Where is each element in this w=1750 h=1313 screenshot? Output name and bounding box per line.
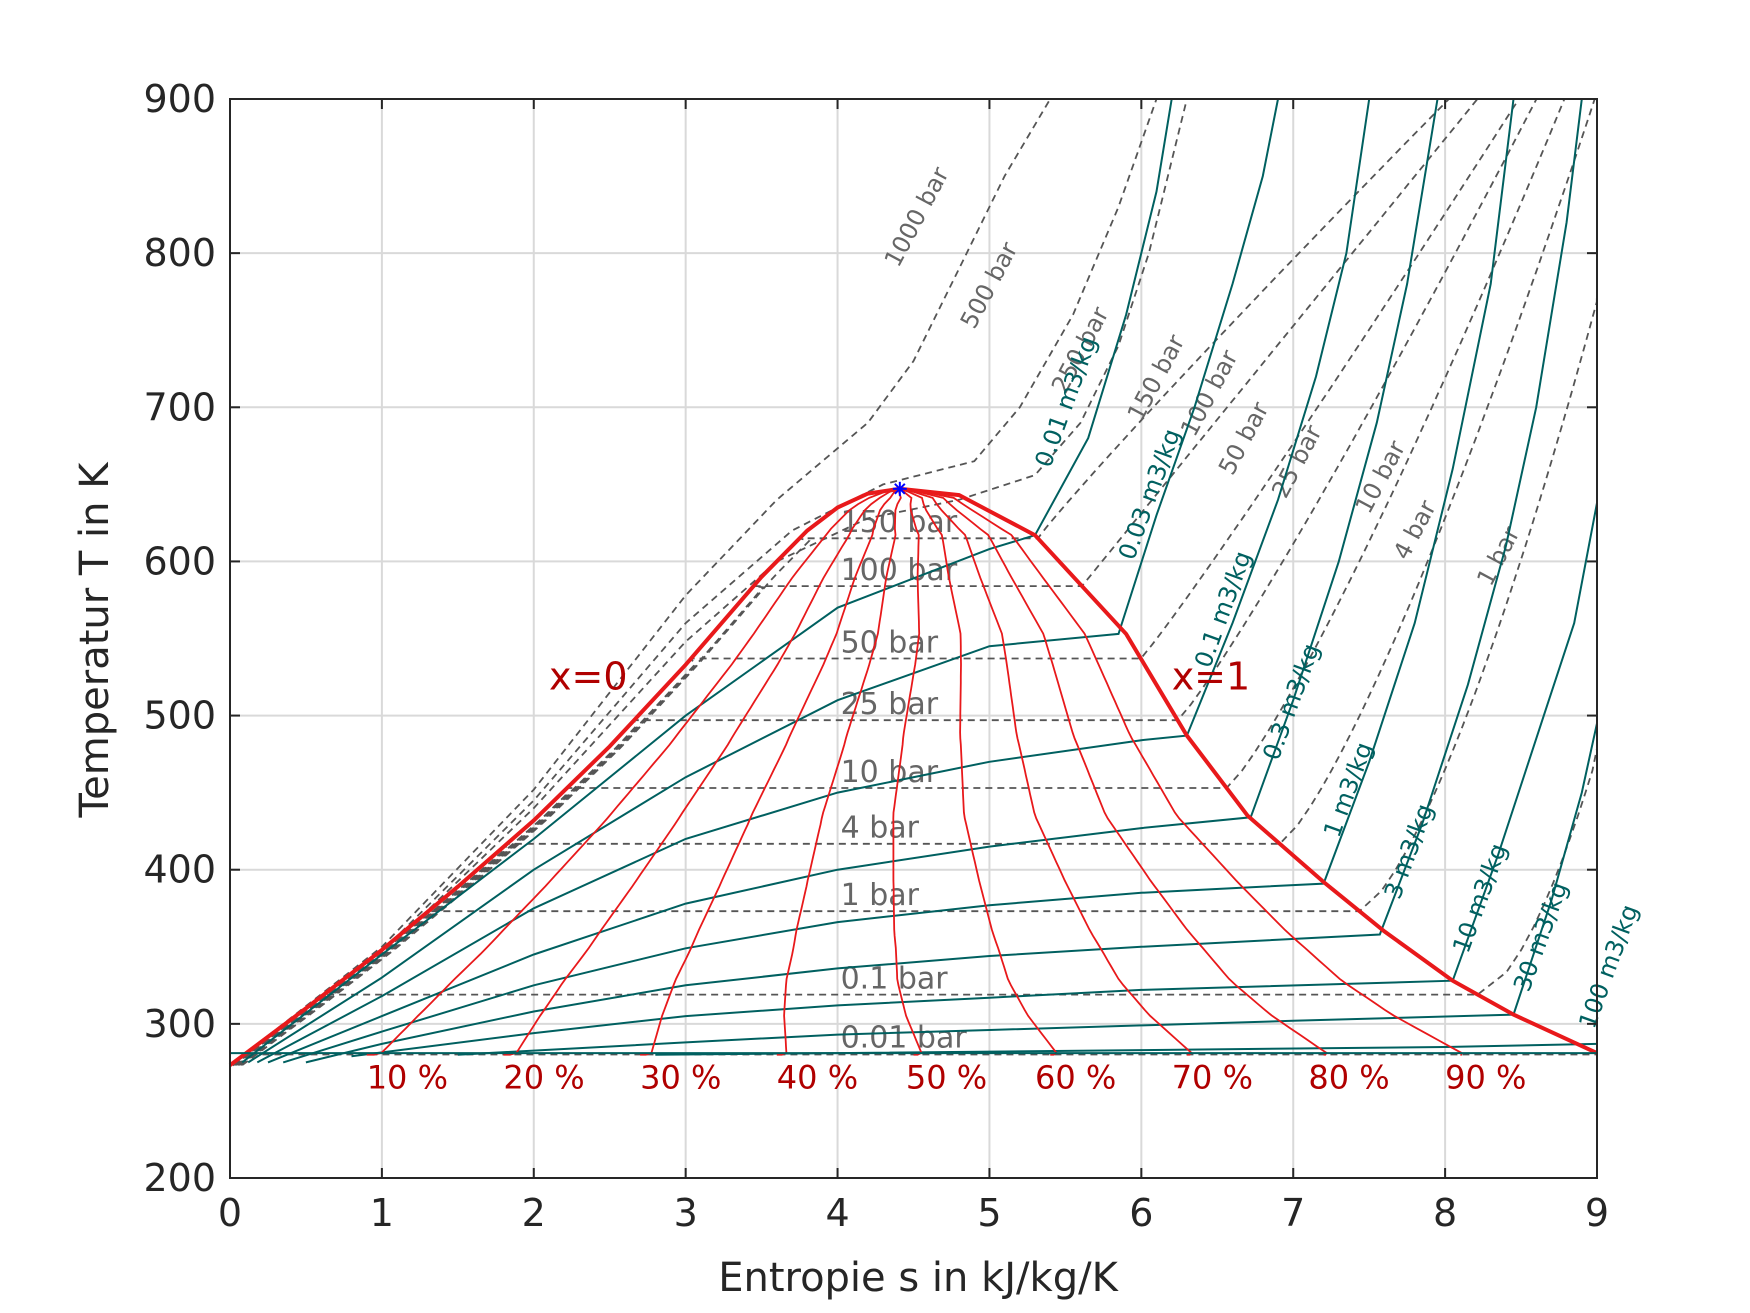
quality-line	[899, 487, 1328, 1056]
x-tick-label: 7	[1281, 1191, 1305, 1235]
quality-label: 60 %	[1035, 1059, 1116, 1097]
y-tick-label: 600	[143, 539, 216, 583]
isobar-line	[230, 748, 1598, 1066]
quality-line	[892, 488, 923, 1056]
x-tick-label: 9	[1585, 1191, 1609, 1235]
quality-label: 40 %	[777, 1059, 858, 1097]
isobar-line	[229, 98, 1051, 1067]
quality-line	[640, 488, 901, 1056]
axes: 0 1 2 3 4 5 6 7 8 9 200 300 400 500 600 700 800 900	[143, 77, 1609, 1235]
isochore-line	[256, 98, 1371, 1064]
quality-label: 80 %	[1308, 1059, 1389, 1097]
isobar-label: 50 bar	[841, 625, 939, 660]
isobar-label: 1000 bar	[879, 162, 955, 271]
x-tick-label: 6	[1129, 1191, 1153, 1235]
isobar-label: 0.01 bar	[841, 1021, 968, 1056]
isobar-line	[241, 98, 1450, 1066]
critical-point-mark	[894, 483, 906, 495]
isochore-line	[267, 98, 1439, 1064]
x-tick-label: 0	[218, 1191, 242, 1235]
isochore-line	[305, 98, 1583, 1064]
saturation-line	[228, 486, 1598, 1067]
isobar-label: 100 bar	[841, 553, 958, 588]
isobar-label: 25 bar	[841, 687, 939, 722]
isochore-label: 1 m3/kg	[1318, 739, 1378, 841]
isochore-line	[351, 502, 1598, 1058]
quality-label: 30 %	[640, 1059, 721, 1097]
isobar-line	[232, 98, 1188, 1067]
isochore-line	[457, 723, 1598, 1056]
isobar-label: 50 bar	[1213, 397, 1274, 479]
x-tick-label: 4	[825, 1191, 849, 1235]
y-axis-label: Temperatur T in K	[72, 461, 118, 819]
x-axis-label: Entropie s in kJ/kg/K	[718, 1255, 1119, 1301]
y-tick-label: 800	[143, 231, 216, 275]
quality-label: 90 %	[1445, 1059, 1526, 1097]
y-tick-label: 400	[143, 848, 216, 892]
y-tick-label: 300	[143, 1002, 216, 1046]
isobar-label: 10 bar	[841, 755, 939, 790]
isobar-line	[240, 98, 1479, 1066]
quality-line	[899, 487, 1193, 1056]
isobar-line	[238, 98, 1520, 1066]
isochore-label: 30 m3/kg	[1508, 878, 1573, 995]
quality-label: 10 %	[367, 1059, 448, 1097]
quality-label: 70 %	[1172, 1059, 1253, 1097]
saturation-curve: x=0 x=1	[228, 481, 1598, 1067]
isochore-line	[282, 98, 1515, 1064]
isochore-label: 10 m3/kg	[1447, 840, 1512, 957]
isobar-label: 4 bar	[841, 810, 920, 845]
quality-label: 50 %	[906, 1059, 987, 1097]
x0-label: x=0	[549, 654, 628, 698]
quality-lines: 10 % 20 % 30 % 40 % 50 % 60 % 70 % 80 % 90 %	[366, 487, 1526, 1097]
isochore-label: 100 m3/kg	[1573, 901, 1644, 1032]
y-tick-label: 500	[143, 694, 216, 738]
isochore-line	[241, 98, 1173, 1064]
isochore-line	[247, 98, 1279, 1064]
y-tick-label: 900	[143, 77, 216, 121]
isochore-label: 3 m3/kg	[1379, 800, 1439, 902]
quality-line	[776, 488, 902, 1056]
x-tick-label: 1	[370, 1191, 394, 1235]
x-tick-label: 8	[1433, 1191, 1457, 1235]
isochore-label: 0.1 m3/kg	[1189, 547, 1257, 671]
isobar-line	[229, 98, 1158, 1067]
x-tick-label: 3	[674, 1191, 698, 1235]
isobar-label: 150 bar	[841, 505, 958, 540]
y-tick-label: 200	[143, 1156, 216, 1200]
isobar-label: 10 bar	[1350, 436, 1411, 518]
critical-point	[892, 481, 907, 496]
plot-frame	[229, 98, 1598, 1179]
isobar-label: 25 bar	[1266, 421, 1327, 503]
x1-label: x=1	[1172, 654, 1251, 698]
isobar-label: 4 bar	[1388, 496, 1442, 565]
isobar-label: 1 bar	[1471, 522, 1525, 591]
quality-line	[366, 487, 900, 1056]
x-tick-label: 2	[522, 1191, 546, 1235]
y-tick-label: 700	[143, 385, 216, 429]
quality-line	[899, 487, 1058, 1056]
quality-line	[503, 487, 901, 1056]
isochore-label: 0.3 m3/kg	[1257, 640, 1325, 764]
quality-label: 20 %	[503, 1059, 584, 1097]
quality-line	[899, 487, 1463, 1056]
isobar-label: 1 bar	[841, 878, 920, 913]
x-tick-label: 5	[977, 1191, 1001, 1235]
isochore-label: 0.03 m3/kg	[1113, 425, 1186, 563]
isobar-line	[235, 98, 1566, 1066]
